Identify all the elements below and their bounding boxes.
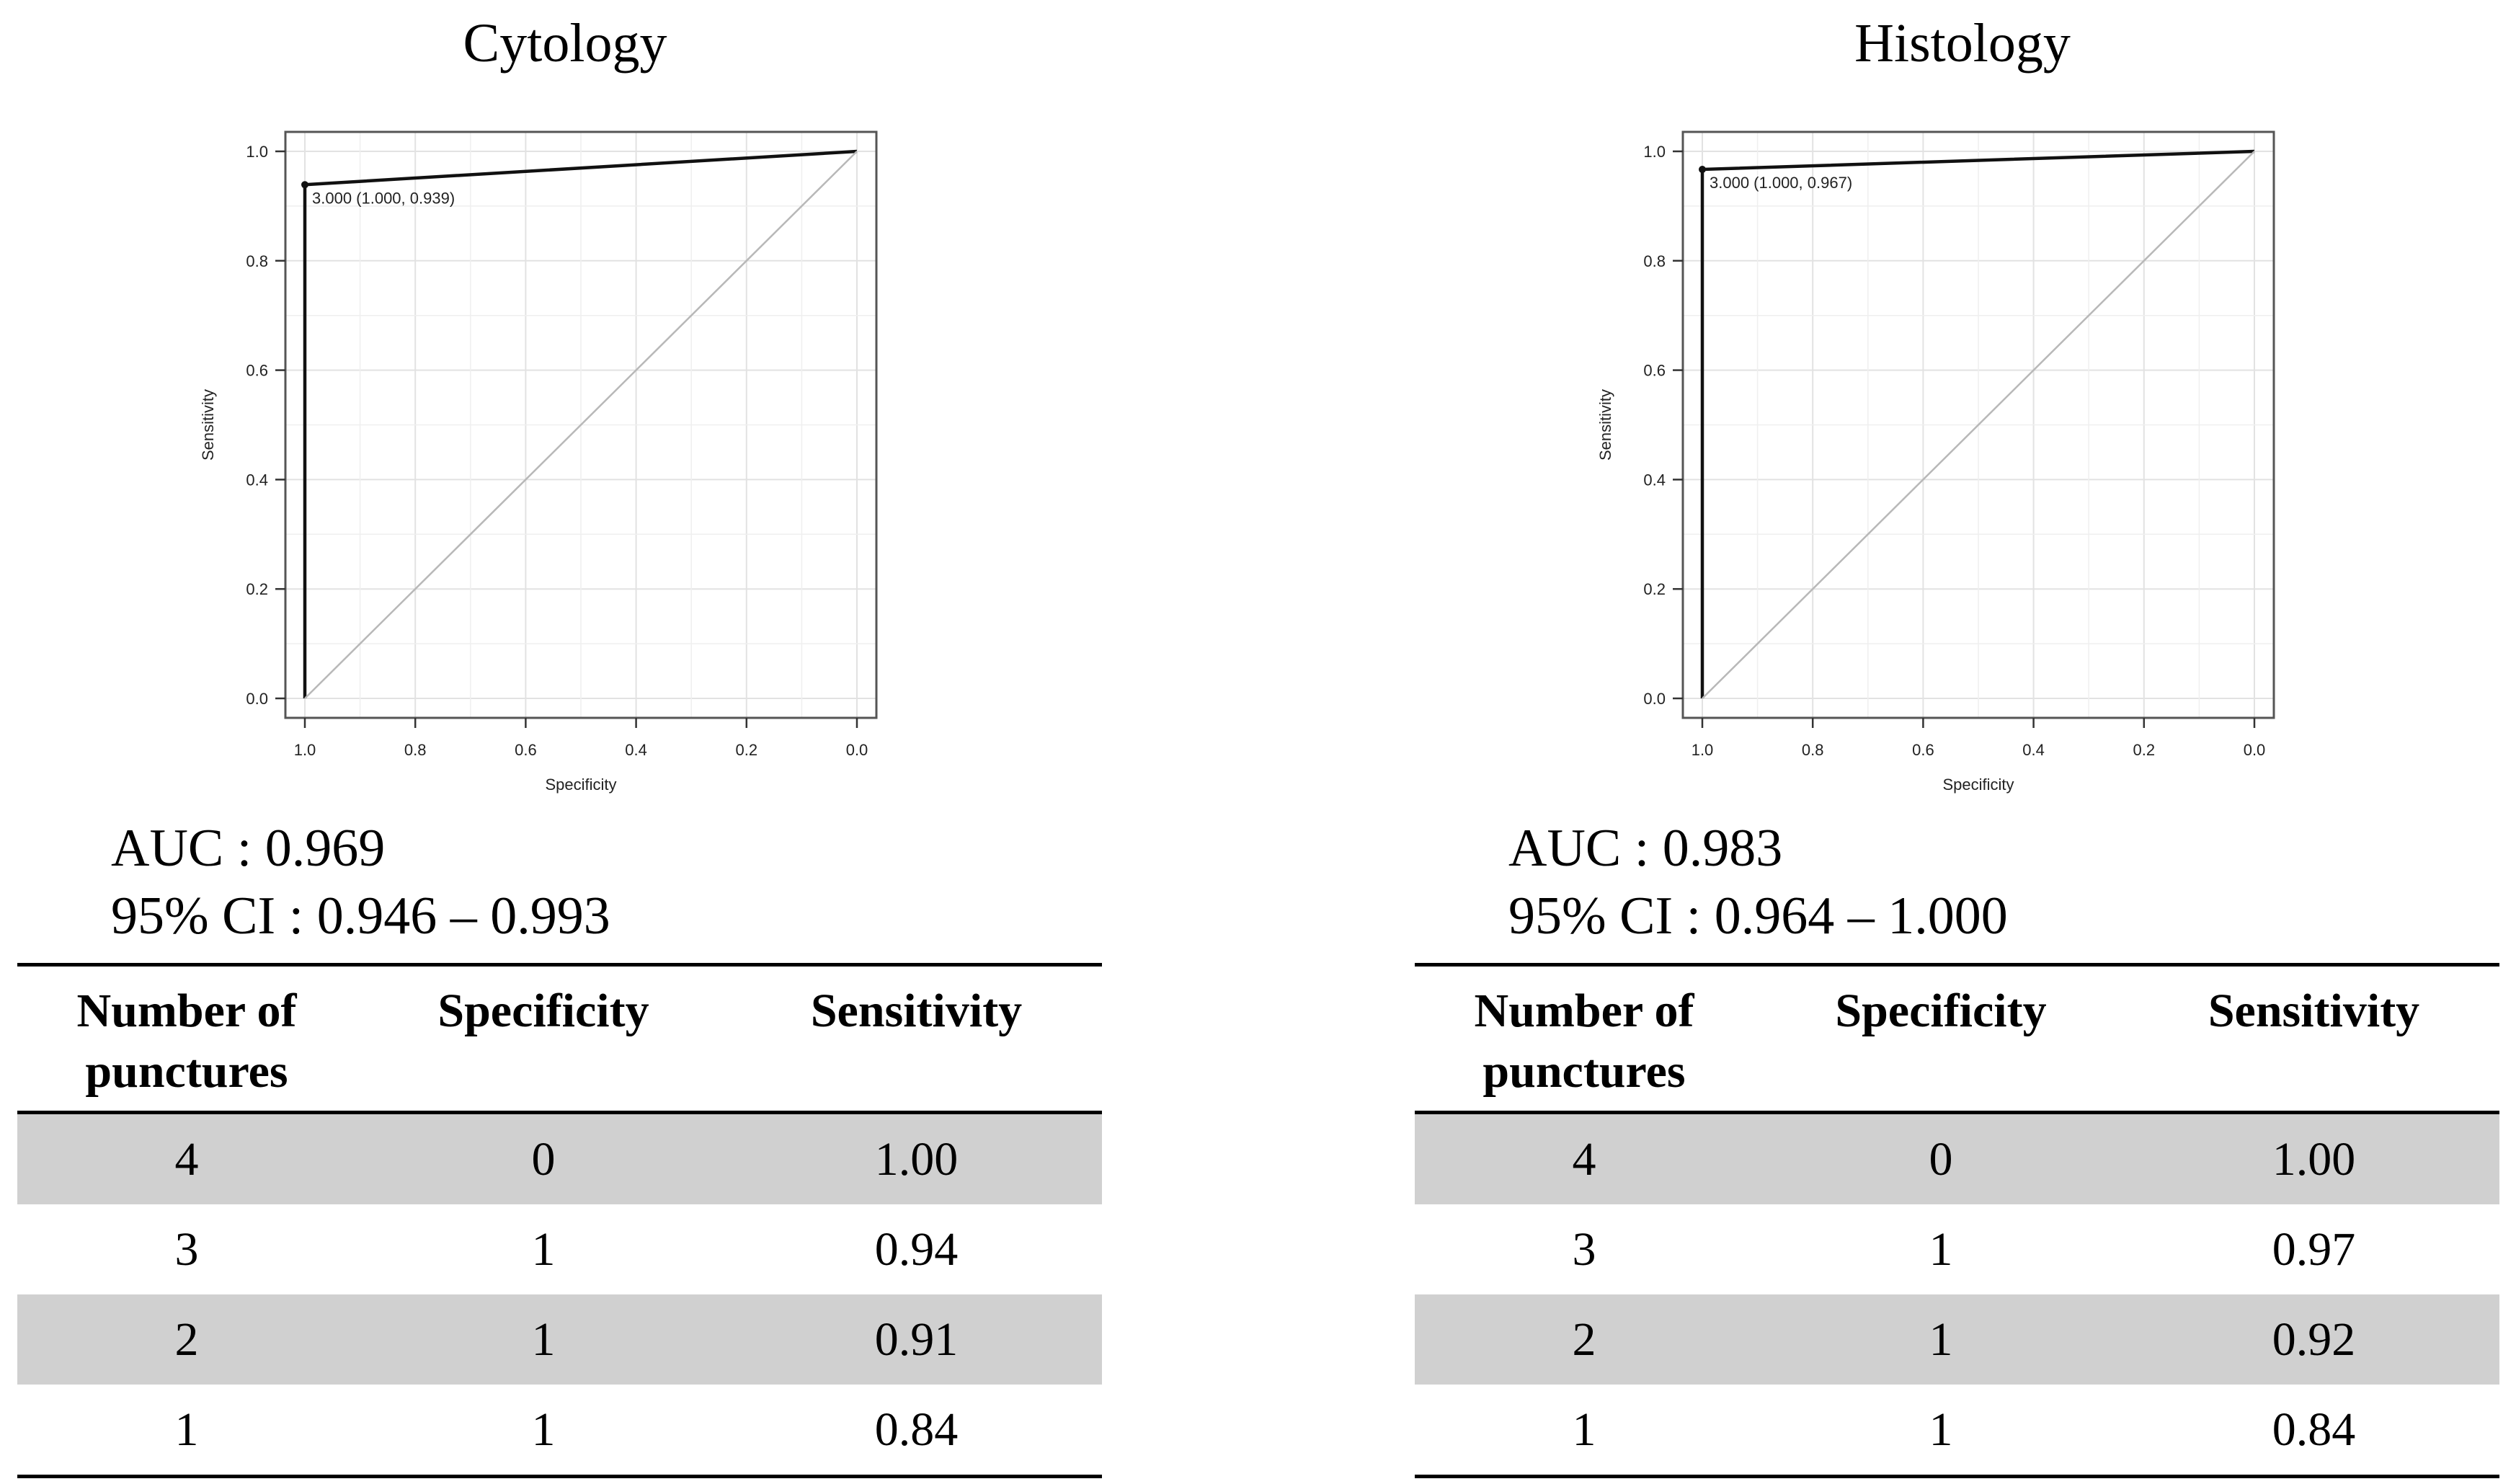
table-row: 4 0 1.00 xyxy=(1415,1112,2499,1204)
y-tick-label: 0.8 xyxy=(246,252,268,270)
histology-stats: AUC : 0.983 95% CI : 0.964 – 1.000 xyxy=(1508,814,2008,950)
cell-punctures: 3 xyxy=(174,1223,199,1276)
y-tick-label: 0.2 xyxy=(1643,580,1666,598)
cell-sensitivity: 0.92 xyxy=(2128,1294,2499,1385)
y-tick-label: 0.0 xyxy=(246,690,268,708)
table-row: 1 1 0.84 xyxy=(1415,1385,2499,1478)
x-tick-label: 1.0 xyxy=(294,741,316,759)
header-number-of-punctures: Number of punctures xyxy=(1415,963,1753,1114)
x-tick-label: 0.2 xyxy=(736,741,758,759)
table-row: 3 1 0.97 xyxy=(1415,1204,2499,1294)
x-tick-label: 0.0 xyxy=(846,741,868,759)
threshold-label: 3.000 (1.000, 0.967) xyxy=(1710,174,1852,192)
histology-table-header: Number of punctures Specificity Sensitivi… xyxy=(1415,963,2499,1114)
cell-sensitivity: 0.84 xyxy=(2128,1385,2499,1478)
table-row: 3 1 0.94 xyxy=(17,1204,1102,1294)
cell-punctures: 2 xyxy=(17,1294,356,1385)
histology-roc-chart: 1.0 0.8 0.6 0.4 0.2 0.0 0.0 0.2 0.4 0.6 0.8 1.0 Spec… xyxy=(1596,130,2275,794)
cytology-auc: AUC : 0.969 xyxy=(111,819,386,878)
reference-diagonal-line xyxy=(1702,151,2255,699)
x-tick-label: 0.0 xyxy=(2244,741,2266,759)
cell-specificity: 1 xyxy=(356,1294,731,1385)
cell-punctures: 1 xyxy=(1415,1385,1753,1478)
cell-punctures: 2 xyxy=(1415,1294,1753,1385)
y-axis-label: Sensitivity xyxy=(199,389,217,461)
table-row: 1 1 0.84 xyxy=(17,1385,1102,1478)
x-tick-label: 0.2 xyxy=(2133,741,2156,759)
header-specificity: Specificity xyxy=(1753,963,2128,1114)
x-tick-label: 0.6 xyxy=(1912,741,1934,759)
cell-sensitivity: 0.91 xyxy=(731,1294,1102,1385)
cytology-ci: 95% CI : 0.946 – 0.993 xyxy=(111,887,610,946)
x-tick-label: 0.6 xyxy=(515,741,537,759)
table-row: 2 1 0.92 xyxy=(1415,1294,2499,1385)
cell-specificity: 1 xyxy=(356,1385,731,1478)
cytology-roc-chart: 1.0 0.8 0.6 0.4 0.2 0.0 0.0 0.2 0.4 0.6 0.8 1.0 Spec… xyxy=(199,130,878,794)
header-number-of-punctures: Number of punctures xyxy=(17,963,356,1114)
threshold-point xyxy=(1699,166,1706,174)
plot-frame xyxy=(284,130,878,719)
y-tick-label: 0.4 xyxy=(246,471,268,489)
y-tick-label: 1.0 xyxy=(1643,143,1666,161)
header-specificity: Specificity xyxy=(356,963,731,1114)
reference-diagonal-line xyxy=(304,151,858,699)
threshold-label: 3.000 (1.000, 0.939) xyxy=(312,189,455,207)
x-tick-label: 0.8 xyxy=(404,741,427,759)
x-axis-label: Specificity xyxy=(1942,776,2014,794)
cell-sensitivity: 1.00 xyxy=(2128,1112,2499,1204)
table-row: 2 1 0.91 xyxy=(17,1294,1102,1385)
y-tick-label: 0.2 xyxy=(246,580,268,598)
cell-punctures: 1 xyxy=(17,1385,356,1478)
header-sensitivity: Sensitivity xyxy=(2128,963,2499,1114)
cell-specificity: 1 xyxy=(1753,1385,2128,1478)
histology-title: Histology xyxy=(1854,13,2071,74)
cytology-title: Cytology xyxy=(463,13,667,74)
histology-auc: AUC : 0.983 xyxy=(1508,819,1783,878)
cell-specificity: 1 xyxy=(1929,1223,1953,1276)
cell-punctures: 4 xyxy=(1415,1112,1753,1204)
cytology-table-header: Number of punctures Specificity Sensitivi… xyxy=(17,963,1102,1114)
cell-specificity: 0 xyxy=(356,1112,731,1204)
cell-punctures: 4 xyxy=(17,1112,356,1204)
plot-frame xyxy=(1681,130,2275,719)
x-tick-label: 1.0 xyxy=(1692,741,1714,759)
cell-sensitivity: 0.84 xyxy=(731,1385,1102,1478)
x-tick-label: 0.4 xyxy=(625,741,647,759)
cytology-panel: Cytology 1.0 0.8 0.6 0.4 0.2 0.0 0.0 0.2 0.4 0.6 0… xyxy=(17,0,1113,1484)
table-row: 4 0 1.00 xyxy=(17,1112,1102,1204)
threshold-point xyxy=(301,181,308,189)
y-tick-label: 0.6 xyxy=(1643,362,1666,380)
cell-sensitivity: 1.00 xyxy=(731,1112,1102,1204)
cell-sensitivity: 0.97 xyxy=(2272,1223,2356,1276)
x-axis-label: Specificity xyxy=(545,776,616,794)
cell-specificity: 1 xyxy=(531,1223,556,1276)
cell-specificity: 0 xyxy=(1753,1112,2128,1204)
y-tick-label: 1.0 xyxy=(246,143,268,161)
cell-sensitivity: 0.94 xyxy=(874,1223,959,1276)
y-tick-label: 0.6 xyxy=(246,362,268,380)
cell-specificity: 1 xyxy=(1753,1294,2128,1385)
cytology-stats: AUC : 0.969 95% CI : 0.946 – 0.993 xyxy=(111,814,610,950)
y-tick-label: 0.0 xyxy=(1643,690,1666,708)
header-sensitivity: Sensitivity xyxy=(731,963,1102,1114)
histology-table: Number of punctures Specificity Sensitivi… xyxy=(1415,963,2499,1478)
histology-ci: 95% CI : 0.964 – 1.000 xyxy=(1508,887,2008,946)
y-tick-label: 0.8 xyxy=(1643,252,1666,270)
y-axis-label: Sensitivity xyxy=(1596,389,1614,461)
x-tick-label: 0.4 xyxy=(2022,741,2045,759)
x-tick-label: 0.8 xyxy=(1802,741,1824,759)
cytology-table: Number of punctures Specificity Sensitivi… xyxy=(17,963,1102,1478)
cell-punctures: 3 xyxy=(1572,1223,1596,1276)
y-tick-label: 0.4 xyxy=(1643,471,1666,489)
histology-panel: Histology 1.0 0.8 0.6 0.4 0.2 0.0 0.0 0.2 0.4 0.6… xyxy=(1415,0,2510,1484)
